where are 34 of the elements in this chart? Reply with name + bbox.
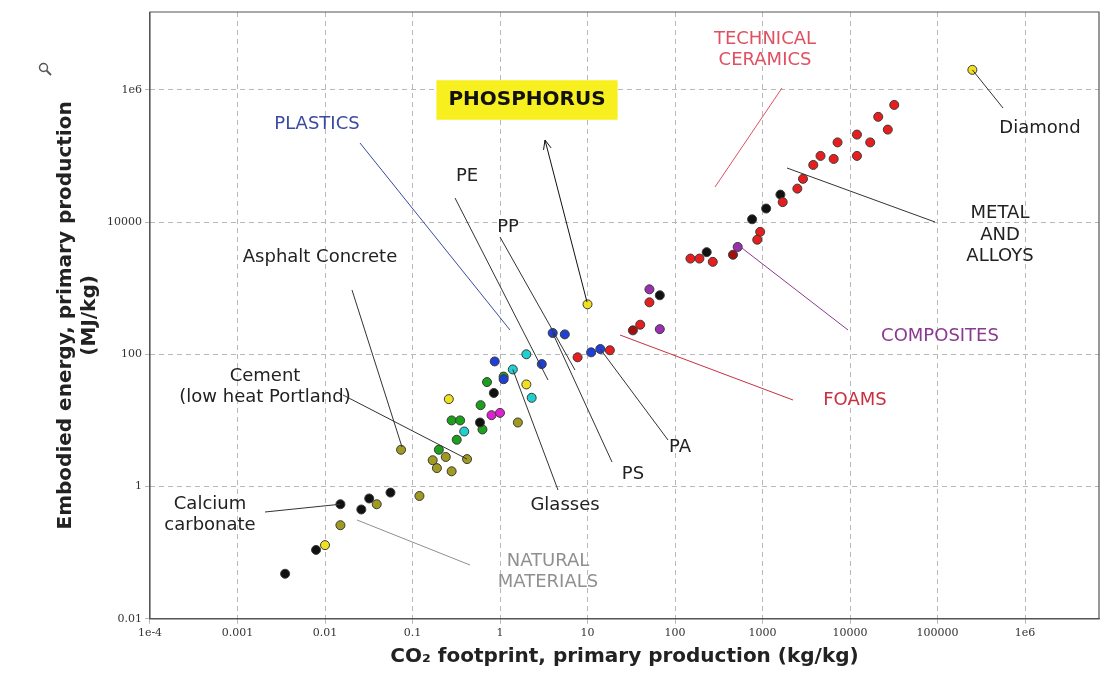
annotation: METAL AND ALLOYS — [966, 201, 1034, 265]
x-tick-label: 1 — [496, 626, 504, 640]
x-tick-label: 0.001 — [221, 626, 254, 640]
x-axis-title: CO₂ footprint, primary production (kg/kg) — [390, 643, 859, 668]
annotation: PHOSPHORUS — [448, 86, 606, 111]
annotation: TECHNICAL CERAMICS — [712, 27, 817, 70]
annotation: FOAMS — [823, 387, 887, 409]
annotation: Calcium carbonate — [164, 492, 256, 535]
annotation: PE — [455, 163, 479, 185]
x-tick-label: 0.01 — [312, 626, 338, 640]
y-tick-label: 100 — [120, 347, 142, 361]
x-tick-label: 10 — [580, 626, 595, 640]
annotation: Asphalt Concrete — [242, 244, 398, 266]
annotation: NATURAL MATERIALS — [497, 549, 599, 592]
y-axis-title: Embodied energy, primary production (MJ/kg) — [52, 101, 101, 530]
x-tick-label: 100 — [664, 626, 686, 640]
annotation: Diamond — [999, 115, 1081, 137]
annotation: Cement (low heat Portland) — [179, 364, 351, 407]
y-tick-label: 1 — [134, 479, 142, 493]
annotation: PA — [668, 434, 692, 456]
x-tick-label: 0.1 — [403, 626, 422, 640]
annotation: Glasses — [530, 492, 600, 514]
x-tick-label: 1000 — [748, 626, 777, 640]
x-tick-label: 1e6 — [1014, 626, 1036, 640]
x-tick-label: 10000 — [832, 626, 868, 640]
annotation: PP — [497, 214, 519, 236]
y-tick-label: 1e6 — [121, 82, 142, 96]
annotation: PS — [621, 461, 645, 483]
y-tick-label: 0.01 — [117, 611, 142, 625]
annotation: COMPOSITES — [881, 323, 999, 345]
x-tick-label: 1e-4 — [137, 626, 163, 640]
annotation: PLASTICS — [274, 111, 360, 133]
x-tick-label: 100000 — [916, 626, 959, 640]
y-tick-label: 10000 — [106, 214, 142, 228]
